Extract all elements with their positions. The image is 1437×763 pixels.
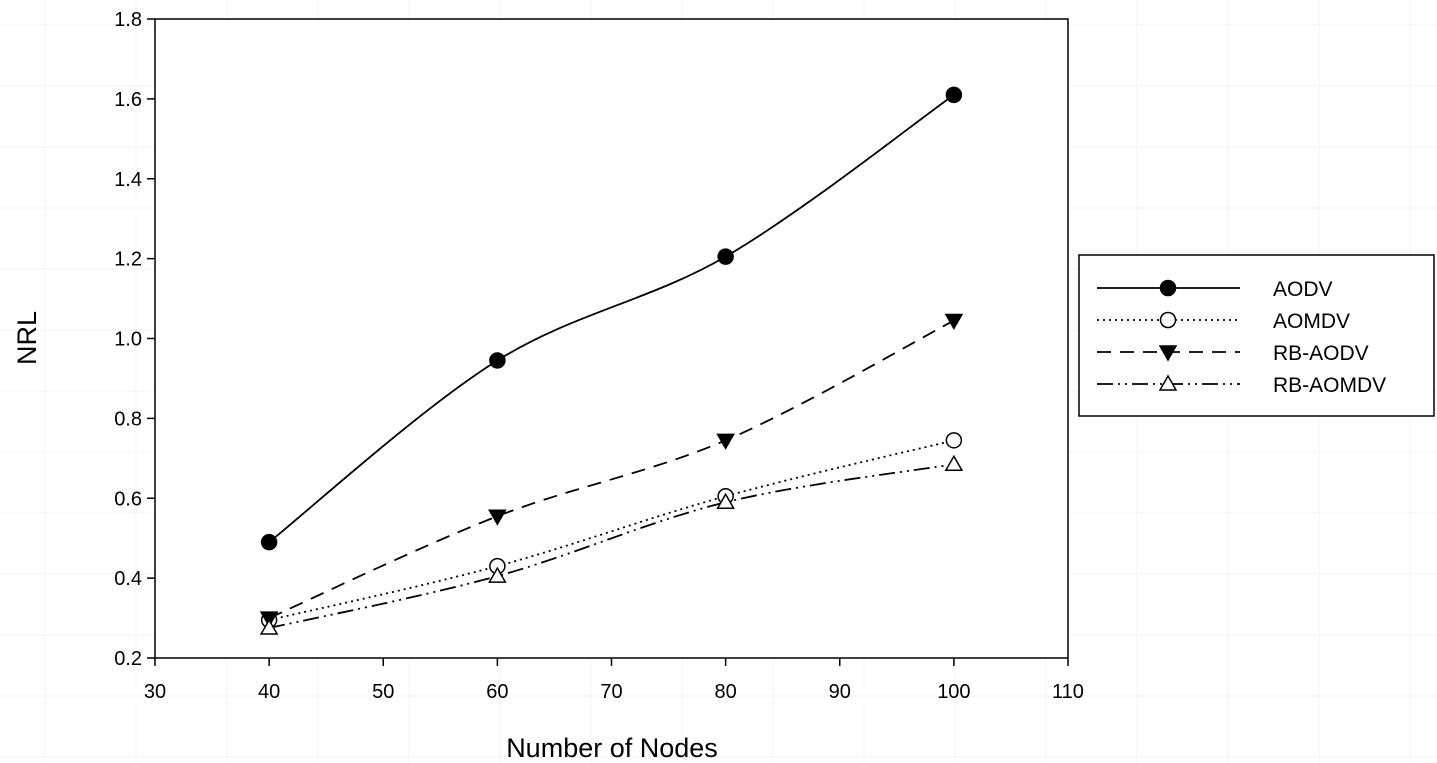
x-tick-label: 50: [372, 681, 394, 703]
y-axis-title: NRL: [12, 311, 42, 365]
legend-entry-rb-aodv: RB-AODV: [1097, 342, 1369, 365]
legend-entry-aodv: AODV: [1097, 278, 1333, 301]
data-point-aomdv: [945, 432, 963, 449]
data-point-rb-aodv: [488, 509, 507, 526]
legend-label: RB-AODV: [1273, 342, 1369, 365]
data-point-aodv: [945, 86, 963, 104]
y-tick-label: 0.8: [114, 408, 142, 430]
series-aodv: [260, 86, 963, 551]
x-tick-label: 80: [715, 681, 737, 703]
series-line-rb-aodv: [268, 319, 955, 619]
legend-box: [1078, 254, 1435, 417]
series-rb-aomdv: [259, 454, 964, 635]
legend-marker: [1159, 311, 1177, 329]
series-line-rb-aomdv: [268, 463, 955, 629]
x-tick-label: 40: [258, 681, 280, 703]
data-point-rb-aomdv: [944, 454, 964, 472]
data-point-rb-aodv: [716, 433, 735, 450]
legend-marker: [1158, 345, 1178, 362]
series-layer: [259, 86, 964, 635]
x-tick-label: 90: [829, 681, 851, 703]
legend-label: AODV: [1273, 278, 1333, 301]
y-tick-label: 1.6: [114, 89, 142, 111]
y-tick-label: 0.2: [114, 648, 142, 670]
data-point-rb-aomdv: [259, 618, 279, 635]
data-point-aodv: [489, 352, 506, 369]
y-tick-label: 1.0: [114, 329, 142, 351]
data-point-rb-aomdv: [488, 566, 507, 583]
series-rb-aodv: [259, 313, 964, 628]
legend-label: AOMDV: [1273, 310, 1350, 333]
x-axis-title: Number of Nodes: [506, 733, 718, 763]
data-point-aodv: [260, 533, 278, 551]
y-tick-label: 1.8: [114, 9, 142, 31]
legend-label: RB-AOMDV: [1273, 374, 1386, 397]
legend: AODV AOMDV RB-AODV RB-AOMDV: [1078, 254, 1435, 417]
x-tick-label: 70: [600, 681, 622, 703]
y-axis: 0.2 0.4 0.6 0.8 1.0 1.2 1.4 1.6 1.8: [114, 9, 155, 670]
legend-entry-aomdv: AOMDV: [1097, 310, 1350, 333]
x-axis: 30 40 50 60 70 80 90 100 110: [144, 658, 1084, 703]
data-point-aodv: [717, 248, 734, 265]
series-line-aomdv: [268, 439, 955, 621]
x-tick-label: 30: [144, 681, 166, 703]
y-tick-label: 1.4: [114, 169, 142, 191]
series-line-aodv: [268, 94, 955, 543]
legend-marker: [1159, 279, 1177, 297]
x-tick-label: 100: [937, 681, 970, 703]
x-tick-label: 110: [1052, 681, 1084, 703]
y-tick-label: 0.6: [114, 488, 142, 510]
x-tick-label: 60: [486, 681, 508, 703]
legend-marker: [1158, 374, 1178, 391]
data-point-rb-aodv: [944, 313, 964, 331]
plot-area: [155, 19, 1068, 658]
data-point-rb-aomdv: [716, 492, 735, 509]
legend-entry-rb-aomdv: RB-AOMDV: [1097, 374, 1386, 397]
y-tick-label: 1.2: [114, 249, 142, 271]
y-tick-label: 0.4: [114, 568, 142, 590]
